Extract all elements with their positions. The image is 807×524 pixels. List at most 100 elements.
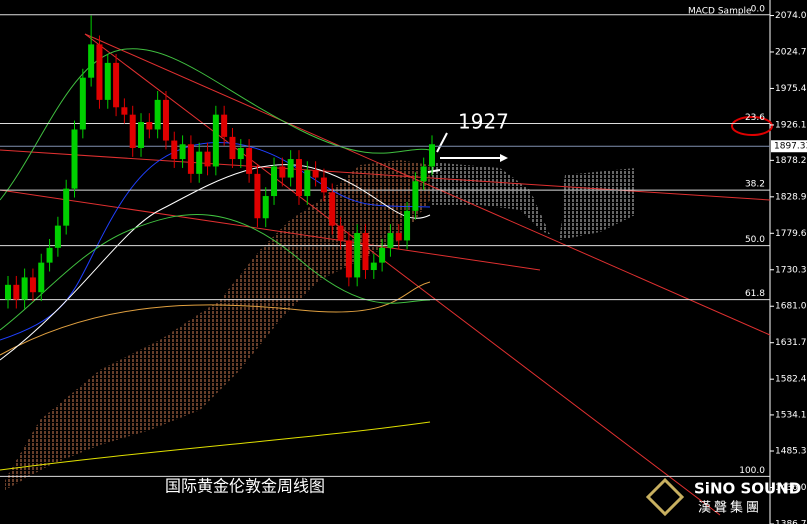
fib-label: 50.0: [745, 235, 765, 245]
y-tick-label: 1582.45: [775, 375, 807, 385]
candle-body: [345, 240, 352, 278]
arrow-head: [500, 154, 508, 162]
caption: 国际黄金伦敦金周线图: [165, 477, 325, 496]
candle-body: [254, 173, 261, 219]
candle-body: [79, 77, 86, 130]
candle-body: [387, 233, 394, 248]
candle-body: [337, 225, 344, 241]
candle-body: [420, 166, 427, 182]
candle-body: [88, 44, 95, 78]
candle-body: [179, 144, 186, 160]
candle-body: [412, 181, 419, 211]
bollinger: [0, 48, 431, 201]
annotation: 1927: [458, 110, 509, 134]
y-tick-label: 1779.65: [775, 229, 807, 239]
candle-body: [237, 147, 244, 160]
candle-body: [96, 44, 103, 100]
y-tick-label: 2074.00: [775, 11, 807, 21]
price-label: 1897.33: [774, 142, 807, 152]
candle-body: [154, 99, 161, 130]
logo: [645, 477, 685, 517]
candle-body: [312, 170, 319, 178]
y-tick-label: 1878.25: [775, 156, 807, 166]
candle-body: [146, 122, 153, 130]
candle-body: [204, 151, 211, 167]
candle-body: [287, 159, 294, 178]
candle-body: [187, 144, 194, 174]
candle-body: [279, 166, 286, 178]
candle-body: [362, 233, 369, 271]
brand: SiNO SOUND: [694, 480, 801, 498]
y-tick-label: 1975.45: [775, 84, 807, 94]
candle-body: [129, 114, 136, 148]
candle-body: [246, 147, 253, 174]
candle-body: [13, 284, 20, 300]
cloud: [5, 160, 430, 490]
y-tick-label: 1485.35: [775, 447, 807, 457]
candle-body: [46, 247, 53, 263]
y-tick-label: 2024.75: [775, 47, 807, 57]
arrow: [427, 169, 441, 173]
y-tick-label: 1828.95: [775, 192, 807, 202]
candle-body: [395, 233, 402, 241]
ma-line: [0, 142, 431, 341]
candle-body: [104, 62, 111, 100]
candle-body: [379, 247, 386, 263]
candle-body: [262, 196, 269, 219]
channel-line: [0, 189, 541, 271]
y-tick-label: 1681.05: [775, 302, 807, 312]
candle-body: [354, 233, 361, 278]
candle-body: [212, 114, 219, 167]
y-tick-label: 1436.00: [775, 483, 807, 493]
channel-line: [0, 149, 771, 201]
candle-body: [295, 159, 302, 197]
candle-body: [113, 62, 120, 108]
candle-body: [38, 262, 45, 293]
fib-label: 38.2: [745, 180, 765, 190]
candle-body: [196, 151, 203, 174]
fib-label: 100.0: [739, 466, 765, 476]
candle-body: [29, 277, 36, 293]
y-tick-label: 1631.75: [775, 338, 807, 348]
highlight-circle: [731, 116, 773, 136]
candle-body: [71, 129, 78, 189]
candle-body: [21, 277, 28, 300]
fib-label: 23.6: [745, 113, 765, 123]
candle-body: [370, 262, 377, 271]
brand-sub: 漢聲集團: [698, 500, 762, 516]
fib-label: 61.8: [745, 289, 765, 299]
y-tick-label: 1534.15: [775, 410, 807, 420]
y-tick-label: 1926.10: [775, 120, 807, 130]
candle-body: [404, 210, 411, 241]
candle-body: [320, 177, 327, 193]
candle-body: [429, 144, 435, 167]
candle-body: [229, 136, 236, 160]
indicators: [0, 14, 773, 517]
candle-body: [138, 122, 145, 148]
candle-body: [5, 284, 11, 300]
candle-body: [63, 188, 70, 226]
candle-body: [121, 107, 128, 115]
y-tick-label: 1386.70: [775, 520, 807, 524]
bollinger: [0, 214, 431, 331]
channel-line: [84, 33, 771, 336]
ma-line: [0, 281, 431, 356]
ma-line: [0, 164, 431, 361]
ma-line: [0, 421, 431, 471]
channel-line: [84, 33, 721, 516]
indicator-label: MACD Sample: [688, 7, 752, 17]
arrow: [436, 132, 448, 153]
candle-body: [329, 192, 336, 226]
candle-body: [171, 140, 178, 160]
candle-body: [221, 114, 228, 137]
price-box: [771, 140, 807, 153]
candle-body: [162, 99, 169, 141]
candle-body: [54, 225, 61, 248]
candle-body: [271, 166, 278, 197]
y-tick-label: 1730.35: [775, 265, 807, 275]
candle-body: [304, 170, 311, 197]
fib-label: 0.0: [751, 4, 766, 14]
